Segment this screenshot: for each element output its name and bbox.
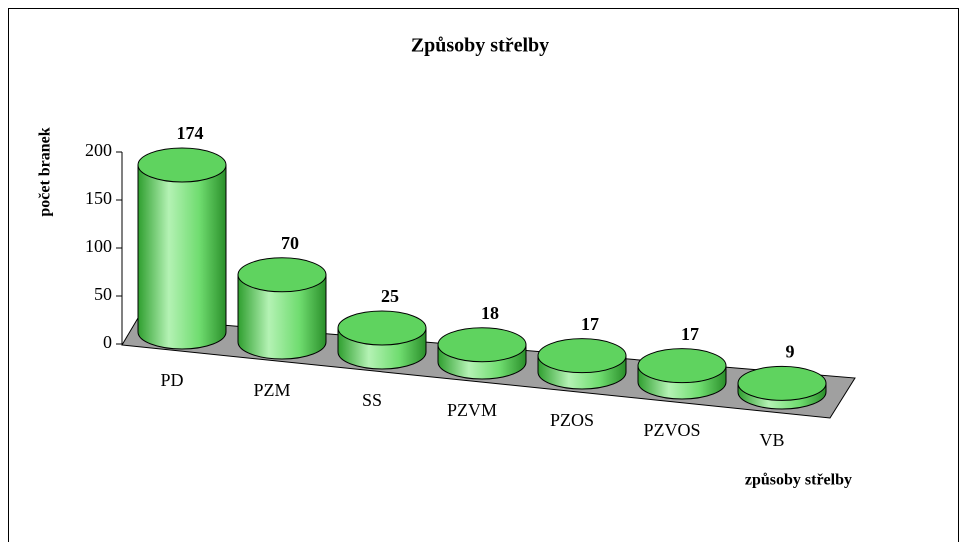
y-tick-label: 200: [85, 140, 112, 160]
bar-top: [337, 310, 427, 346]
x-tick-label: PZVOS: [643, 420, 700, 440]
bar-top: [237, 257, 327, 293]
x-tick-label: PZOS: [550, 410, 594, 430]
y-tick-label: 50: [94, 284, 112, 304]
x-tick-label: PD: [160, 370, 183, 390]
y-tick-label: 100: [85, 236, 112, 256]
value-label: 18: [481, 303, 499, 323]
value-label: 174: [177, 123, 204, 143]
value-label: 25: [381, 286, 399, 306]
value-label: 17: [681, 324, 699, 344]
y-tick-label: 0: [103, 332, 112, 352]
bar-top: [137, 147, 227, 183]
x-tick-label: SS: [362, 390, 382, 410]
frame: [8, 8, 959, 542]
chart-title: Způsoby střelby: [411, 35, 549, 57]
y-axis-label: počet branek: [37, 127, 54, 216]
value-label: 70: [281, 233, 299, 253]
value-label: 17: [581, 314, 599, 334]
y-tick-label: 150: [85, 188, 112, 208]
bar: [237, 274, 327, 360]
x-tick-label: PZM: [253, 380, 290, 400]
bar-top: [637, 348, 727, 384]
bar: [137, 164, 227, 350]
x-tick-label: PZVM: [447, 400, 497, 420]
x-axis-label: způsoby střelby: [745, 472, 852, 489]
bar-top: [437, 327, 527, 363]
x-tick-label: VB: [759, 430, 784, 450]
value-label: 9: [786, 341, 795, 361]
bar-top: [737, 365, 827, 401]
bar-top: [537, 338, 627, 374]
